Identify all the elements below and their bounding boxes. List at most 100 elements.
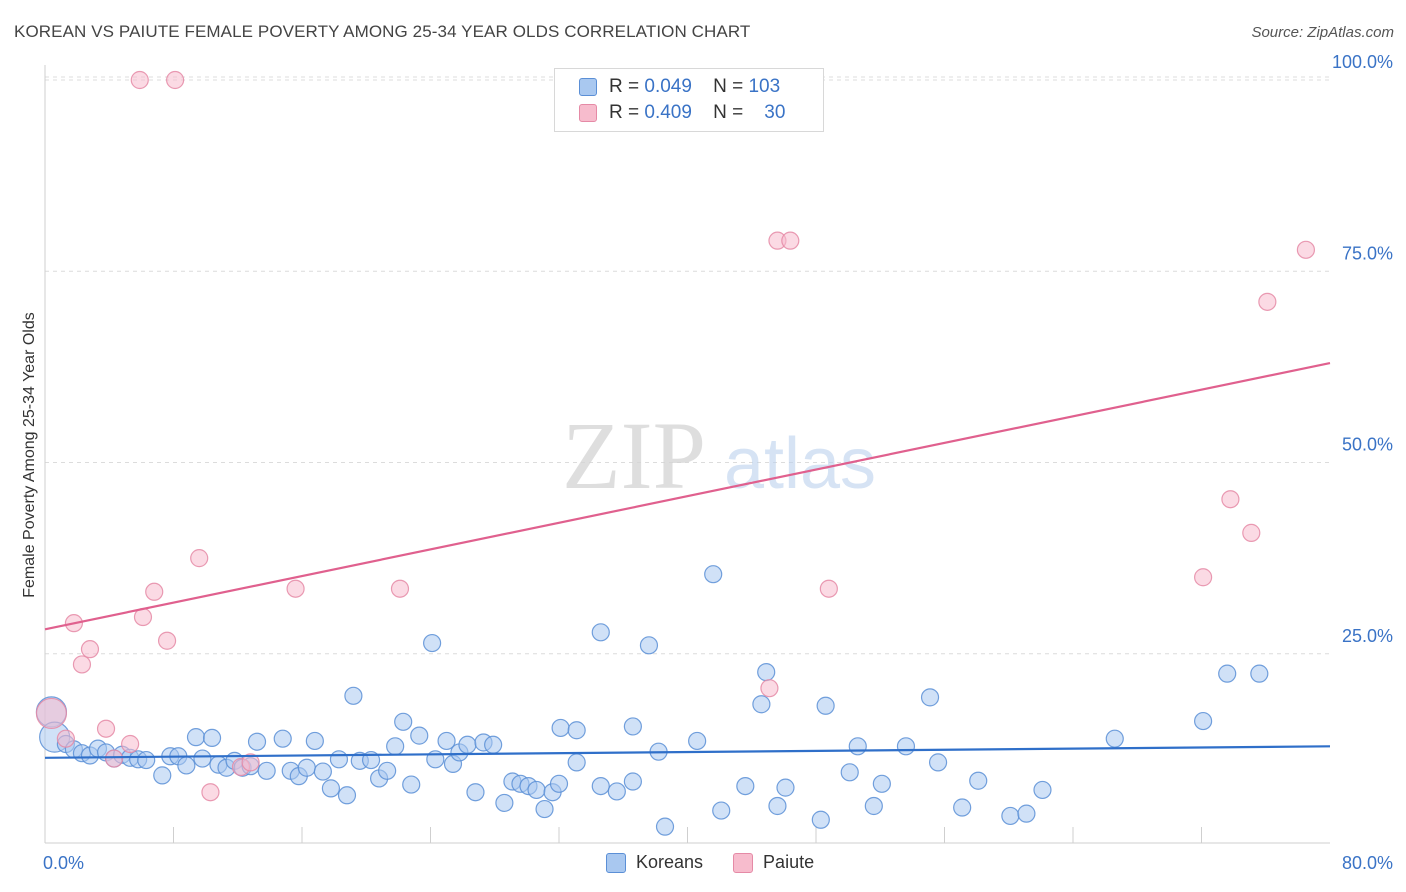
- paiute-point: [96, 719, 116, 738]
- watermark-zip: ZIP: [562, 402, 706, 509]
- paiute-point: [190, 549, 209, 568]
- korean-point: [549, 774, 569, 793]
- korean-point: [378, 761, 397, 780]
- series-legend: Koreans Paiute: [606, 852, 844, 873]
- paiute-point: [390, 579, 410, 598]
- korean-point: [1250, 664, 1269, 683]
- korean-point: [423, 633, 442, 653]
- paiute-point: [80, 640, 100, 659]
- paiute-point: [1296, 240, 1316, 259]
- korean-point: [872, 774, 891, 793]
- korean-point: [736, 776, 755, 796]
- korean-point: [969, 771, 988, 790]
- y-tick-label: 25.0%: [1342, 626, 1393, 646]
- y-axis-label: Female Poverty Among 25-34 Year Olds: [21, 312, 38, 598]
- trend-lines: [44, 361, 1331, 759]
- korean-point: [527, 780, 546, 800]
- korean-point: [928, 753, 948, 772]
- korean-point: [551, 718, 570, 738]
- korean-point: [655, 817, 675, 836]
- korean-point: [816, 696, 835, 715]
- korean-point: [1001, 806, 1020, 826]
- source-label: Source: ZipAtlas.com: [1251, 24, 1394, 41]
- paiute-point: [104, 749, 124, 768]
- korean-point: [344, 686, 363, 705]
- paiute-point: [201, 783, 220, 802]
- x-tick-label-max: 80.0%: [1342, 853, 1393, 873]
- y-tick-label: 50.0%: [1342, 435, 1393, 455]
- korean-point: [864, 796, 883, 816]
- paiute-n-label: N =: [713, 102, 744, 123]
- korean-point: [386, 737, 405, 756]
- korean-point: [1105, 729, 1124, 748]
- korean-point: [202, 728, 222, 748]
- paiute-point: [1194, 568, 1213, 587]
- legend-item-koreans[interactable]: Koreans: [606, 852, 703, 873]
- paiute-point: [157, 631, 177, 650]
- paiute-point: [56, 729, 75, 748]
- stats-legend-koreans: R = 0.049 N = 103: [579, 75, 780, 99]
- paiute-point: [241, 753, 260, 772]
- paiute-point: [819, 579, 838, 598]
- korean-point: [177, 756, 196, 775]
- paiute-point: [760, 679, 779, 698]
- korean-point: [607, 782, 626, 801]
- korean-point: [688, 731, 707, 751]
- koreans-r-label: R =: [609, 76, 640, 97]
- stats-legend: R = 0.049 N = 103 R = 0.409 N = 30: [554, 68, 824, 132]
- korean-point: [1033, 780, 1052, 800]
- korean-point: [623, 717, 642, 736]
- korean-point: [466, 783, 485, 802]
- korean-point: [247, 732, 267, 751]
- koreans-n-value: 103: [748, 76, 781, 97]
- koreans-swatch: [579, 78, 597, 96]
- korean-point: [591, 623, 610, 642]
- koreans-r-value: 0.049: [644, 76, 692, 97]
- stats-legend-paiute: R = 0.409 N = 30: [579, 101, 785, 125]
- korean-point: [394, 712, 413, 731]
- legend-koreans-label: Koreans: [636, 852, 704, 872]
- korean-point: [953, 798, 972, 817]
- korean-point: [458, 735, 477, 754]
- korean-point: [313, 762, 332, 781]
- y-tick-label: 100.0%: [1332, 52, 1393, 72]
- korean-point: [297, 758, 316, 777]
- paiute-swatch: [579, 104, 597, 122]
- korean-point: [776, 778, 795, 797]
- paiute-trend-line: [44, 361, 1331, 631]
- paiute-point: [130, 70, 149, 90]
- korean-point: [920, 688, 940, 707]
- paiute-point: [1258, 292, 1277, 311]
- paiute-point: [121, 734, 140, 754]
- x-tick-label-min: 0.0%: [43, 853, 84, 873]
- korean-point: [567, 753, 586, 772]
- korean-point: [591, 776, 610, 796]
- watermark: ZIP atlas: [562, 402, 876, 509]
- korean-point: [535, 799, 554, 819]
- koreans-n-label: N =: [713, 76, 744, 97]
- korean-point: [402, 775, 421, 794]
- korean-point: [896, 737, 916, 756]
- korean-point: [437, 731, 456, 751]
- korean-point: [1218, 664, 1237, 683]
- koreans-trend-line: [44, 745, 1331, 759]
- korean-point: [410, 726, 429, 745]
- korean-point: [495, 793, 514, 813]
- korean-point: [321, 779, 341, 798]
- legend-item-paiute[interactable]: Paiute: [733, 852, 814, 873]
- korean-point: [153, 766, 172, 785]
- korean-point: [848, 737, 867, 756]
- paiute-point: [286, 579, 305, 598]
- paiute-point: [781, 231, 800, 250]
- paiute-point: [72, 655, 92, 674]
- grid-lines: [45, 76, 1330, 655]
- korean-point: [712, 801, 731, 820]
- korean-point: [337, 786, 357, 805]
- korean-point: [768, 796, 787, 816]
- korean-point: [186, 728, 206, 747]
- korean-point: [1017, 804, 1036, 823]
- korean-point: [811, 810, 830, 829]
- korean-point: [704, 565, 723, 584]
- paiute-r-label: R =: [609, 102, 640, 123]
